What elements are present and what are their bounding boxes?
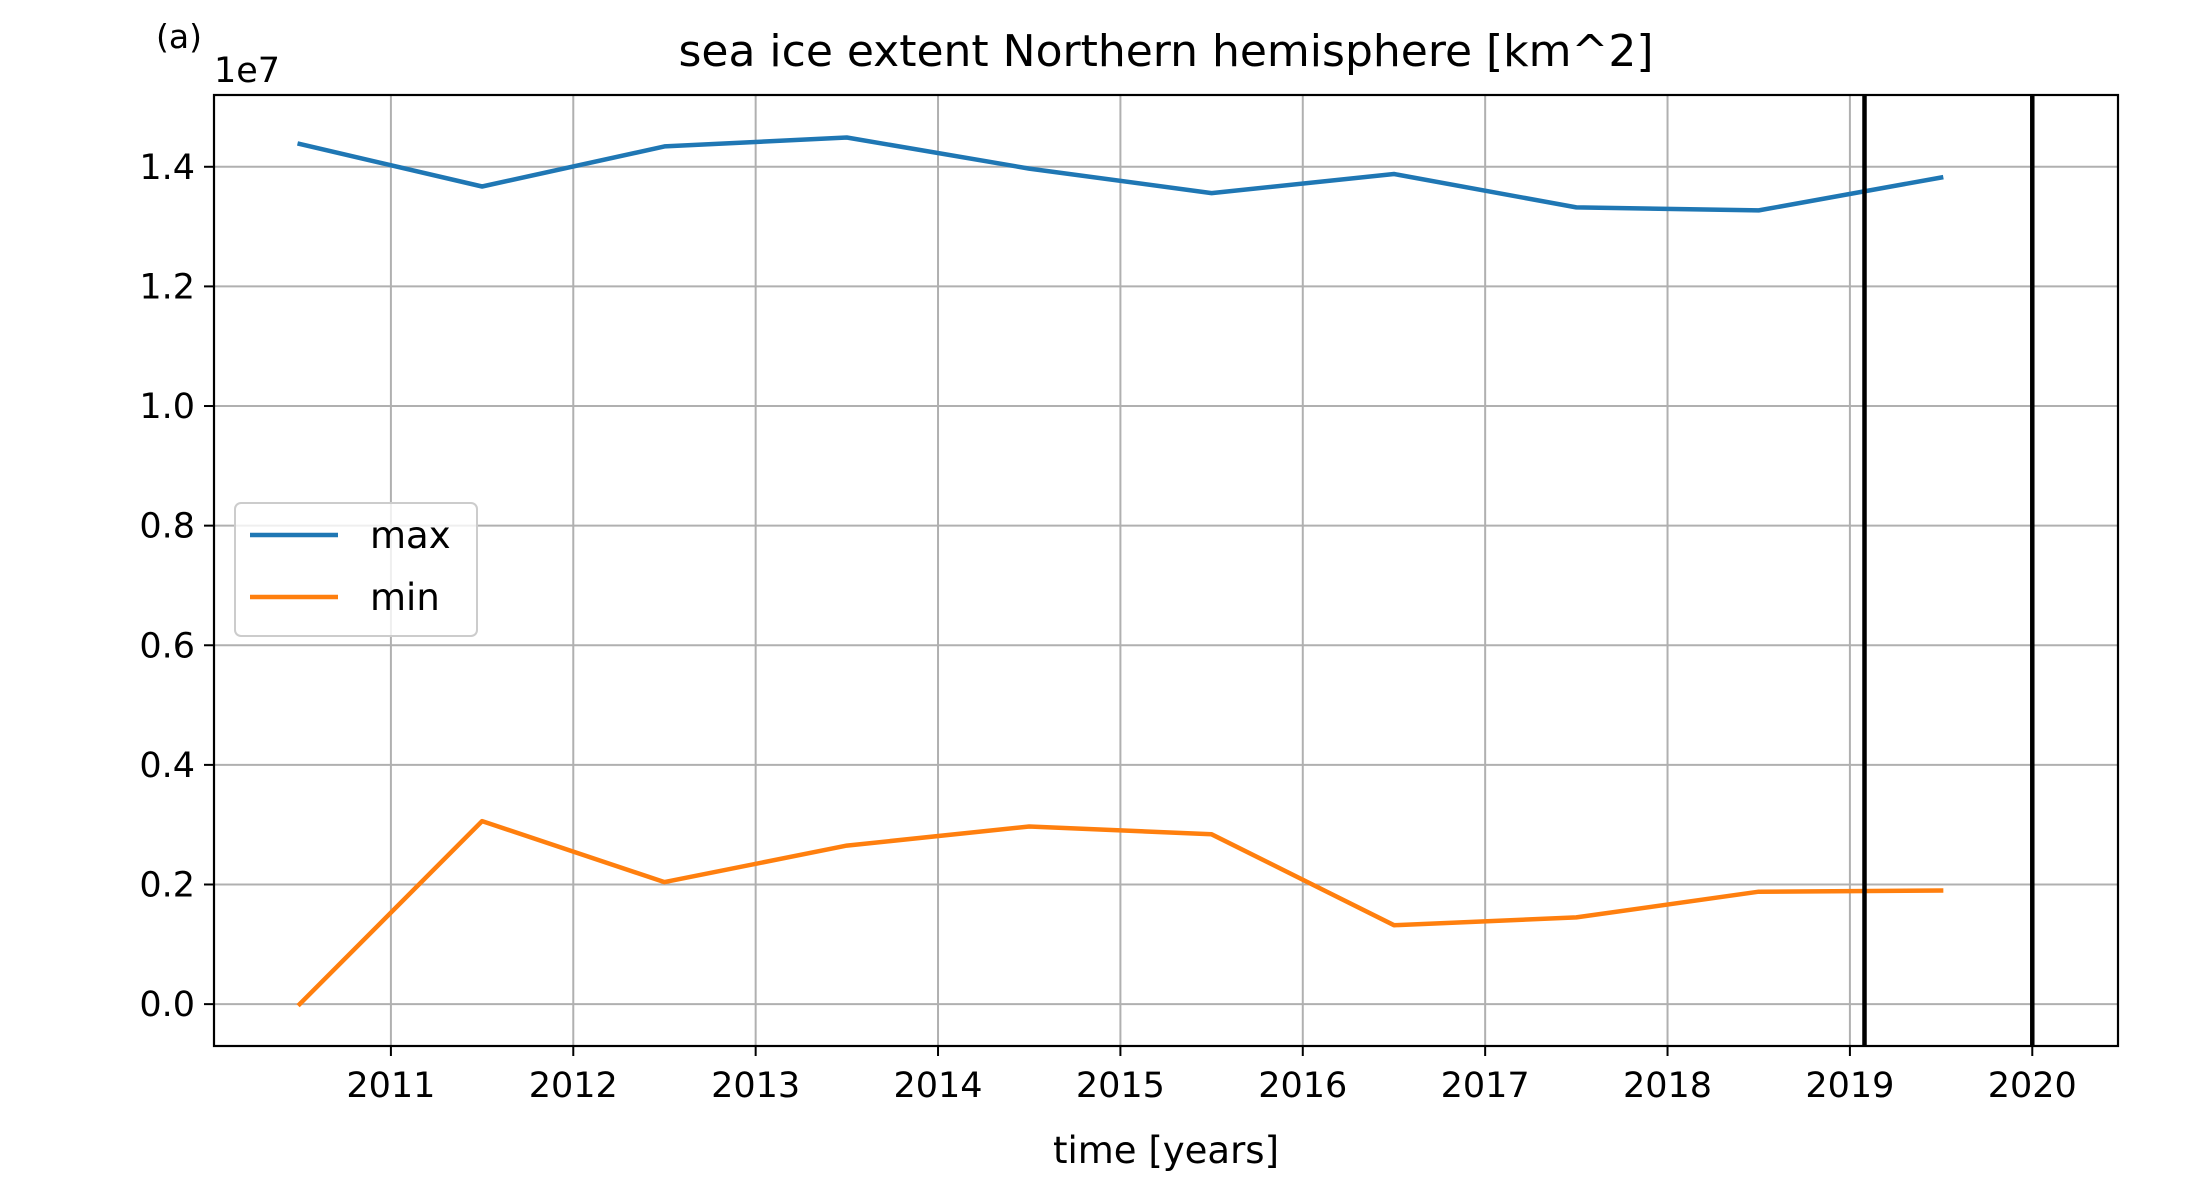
y-tick-label-2: 0.4 [139, 746, 195, 786]
series-line-min [296, 818, 1944, 1008]
y-tick-label-1: 0.2 [139, 866, 195, 906]
y-tick-label-6: 1.2 [139, 267, 195, 307]
legend-label-max: max [370, 514, 451, 557]
x-tick-label-2015: 2015 [1076, 1066, 1165, 1106]
vertical-marker-lines [1862, 95, 2035, 1046]
y-tick-label-0: 0.0 [139, 985, 195, 1025]
y-tick-label-5: 1.0 [139, 387, 195, 427]
x-axis-label: time [years] [1053, 1129, 1279, 1172]
x-tick-label-2019: 2019 [1805, 1066, 1894, 1106]
series-line-max [296, 135, 1944, 213]
x-tick-label-2013: 2013 [711, 1066, 800, 1106]
x-tick-label-2016: 2016 [1258, 1066, 1347, 1106]
x-tick-label-2020: 2020 [1988, 1066, 2077, 1106]
x-tick-label-2017: 2017 [1441, 1066, 1530, 1106]
legend: max min [234, 502, 478, 637]
x-tick-label-2012: 2012 [529, 1066, 618, 1106]
x-tick-label-2014: 2014 [893, 1066, 982, 1106]
y-tick-label-3: 0.6 [139, 626, 195, 666]
chart-title: sea ice extent Northern hemisphere [km^2… [678, 26, 1653, 77]
y-tick-label-4: 0.8 [139, 507, 195, 547]
axis-ticks: 2011 2012 2013 2014 2015 2016 2017 2018 2019 2020… [139, 148, 2076, 1106]
x-tick-label-2018: 2018 [1623, 1066, 1712, 1106]
panel-label: (a) [156, 17, 202, 56]
legend-label-min: min [370, 576, 440, 619]
plot-frame [212, 93, 2120, 1048]
x-tick-label-2011: 2011 [346, 1066, 435, 1106]
y-tick-label-7: 1.4 [139, 148, 195, 188]
y-offset-label: 1e7 [214, 51, 280, 91]
series-lines [296, 135, 1944, 1008]
